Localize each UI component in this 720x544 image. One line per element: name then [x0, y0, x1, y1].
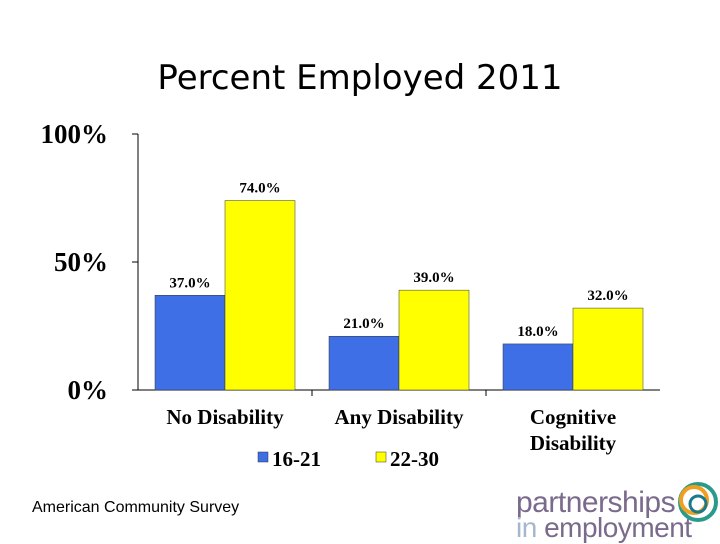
bar-22-30-2 [572, 307, 644, 391]
data-label: 18.0% [517, 324, 558, 340]
legend-label: 16-21 [272, 447, 321, 470]
y-tick-label: 100% [41, 119, 109, 149]
bar-16-21-2 [502, 343, 574, 391]
chart-x-tick-labels: No Disability Any Disability Cognitive Disa… [166, 405, 616, 455]
legend-swatch-22-30 [375, 451, 387, 463]
bar-chart: 37.0% 74.0% 21.0% 39.0% 18.0% 32.0% No Disabi… [41, 119, 660, 470]
bar-16-21-0 [154, 295, 226, 391]
logo-text-line1: partnerships [516, 486, 676, 519]
chart-data-labels: 37.0% 74.0% 21.0% 39.0% 18.0% 32.0% [169, 181, 628, 340]
y-tick-label: 50% [54, 247, 108, 277]
data-label: 37.0% [169, 275, 210, 291]
x-tick-label: Any Disability [335, 405, 464, 429]
logo-swirl-icon [678, 482, 718, 522]
logo-text-employment: employment [536, 512, 692, 543]
chart-title: Percent Employed 2011 [157, 58, 563, 98]
logo-text-in: in [516, 512, 537, 543]
chart-y-tick-labels: 0% 50% 100% [41, 119, 109, 405]
partnerships-logo: partnerships in employment [512, 472, 720, 543]
data-label: 21.0% [343, 316, 384, 332]
legend-swatch-16-21 [257, 451, 269, 463]
data-label: 32.0% [587, 288, 628, 304]
y-tick-label: 0% [68, 375, 109, 405]
bar-16-21-1 [328, 335, 400, 391]
bar-22-30-1 [398, 289, 470, 391]
data-label: 39.0% [413, 270, 454, 286]
legend-label: 22-30 [390, 447, 439, 470]
chart-legend: 16-21 22-30 [257, 447, 439, 470]
chart-bars [154, 200, 644, 391]
bar-22-30-0 [224, 200, 296, 391]
source-caption: American Community Survey [32, 499, 240, 516]
x-tick-label: No Disability [166, 405, 284, 429]
logo-text-line2: in employment [516, 512, 692, 544]
data-label: 74.0% [239, 181, 280, 197]
x-tick-label: Cognitive Disability [530, 405, 617, 455]
